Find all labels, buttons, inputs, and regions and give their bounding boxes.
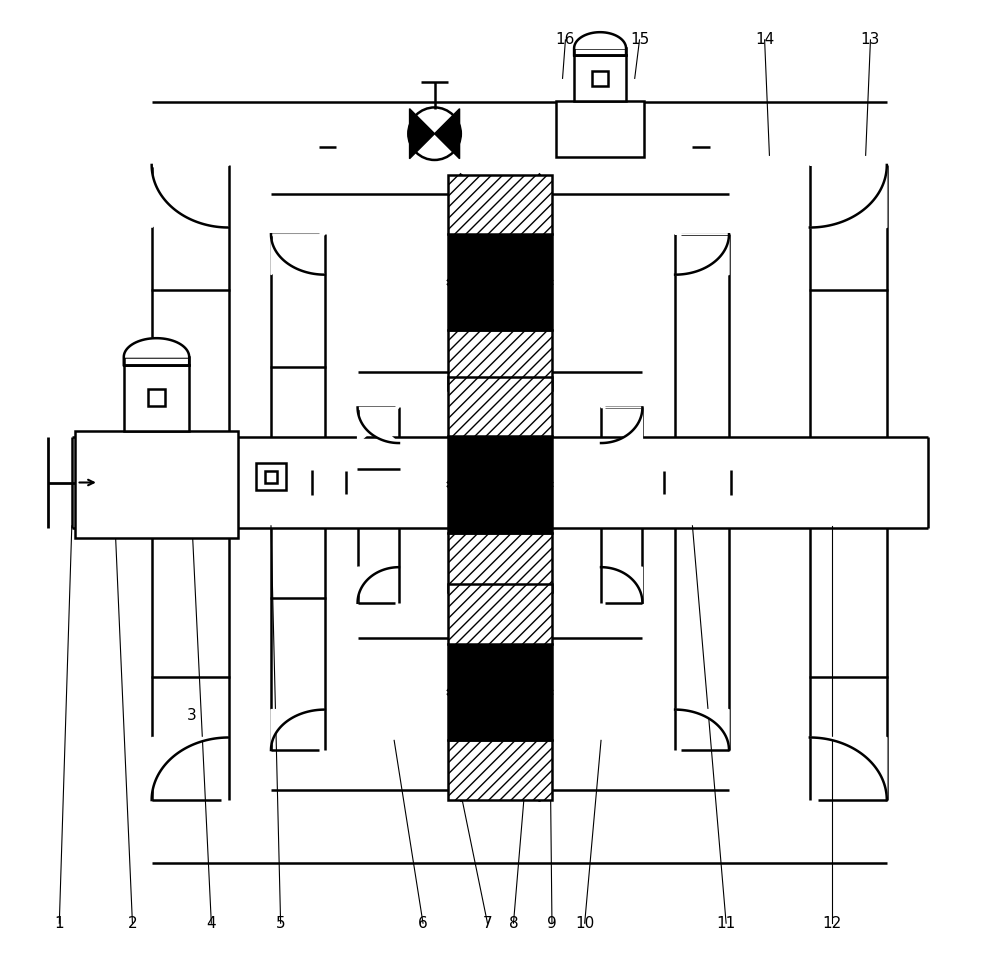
Polygon shape [358, 407, 399, 443]
Bar [265, 471, 277, 482]
Polygon shape [358, 567, 399, 603]
Text: 12: 12 [822, 916, 842, 930]
Text: 2: 2 [128, 916, 137, 930]
Bar [448, 330, 552, 390]
Polygon shape [152, 737, 229, 800]
Bar [124, 357, 189, 365]
Bar [448, 436, 552, 533]
Polygon shape [271, 709, 325, 750]
Text: 10: 10 [575, 916, 594, 930]
Polygon shape [271, 234, 325, 275]
Text: 16: 16 [556, 33, 575, 47]
Bar [75, 430, 238, 538]
Polygon shape [574, 32, 626, 48]
Bar [448, 585, 552, 645]
Text: 13: 13 [861, 33, 880, 47]
Bar [124, 365, 189, 430]
Polygon shape [810, 165, 887, 228]
Text: 4: 4 [207, 916, 216, 930]
Polygon shape [124, 338, 189, 357]
Polygon shape [152, 165, 229, 228]
Bar [448, 645, 552, 740]
Polygon shape [675, 709, 729, 750]
Bar [574, 55, 626, 101]
Polygon shape [601, 567, 642, 603]
Bar [448, 175, 552, 234]
Text: 7: 7 [483, 916, 492, 930]
Polygon shape [435, 109, 460, 158]
Bar [556, 101, 644, 157]
Text: 11: 11 [716, 916, 736, 930]
Text: 14: 14 [755, 33, 774, 47]
Text: 3: 3 [187, 708, 197, 723]
Bar [148, 389, 165, 406]
Polygon shape [675, 234, 729, 275]
Bar [256, 463, 286, 490]
Text: 15: 15 [630, 33, 649, 47]
Text: 8: 8 [509, 916, 518, 930]
Polygon shape [410, 109, 435, 158]
Text: 1: 1 [54, 916, 64, 930]
Bar [448, 533, 552, 593]
Bar [448, 376, 552, 436]
Bar [592, 70, 608, 86]
Bar [574, 48, 626, 55]
Text: 9: 9 [547, 916, 557, 930]
Bar [448, 740, 552, 800]
Polygon shape [601, 407, 642, 443]
Text: 6: 6 [418, 916, 428, 930]
Text: 5: 5 [276, 916, 285, 930]
Polygon shape [810, 737, 887, 800]
Bar [448, 234, 552, 330]
